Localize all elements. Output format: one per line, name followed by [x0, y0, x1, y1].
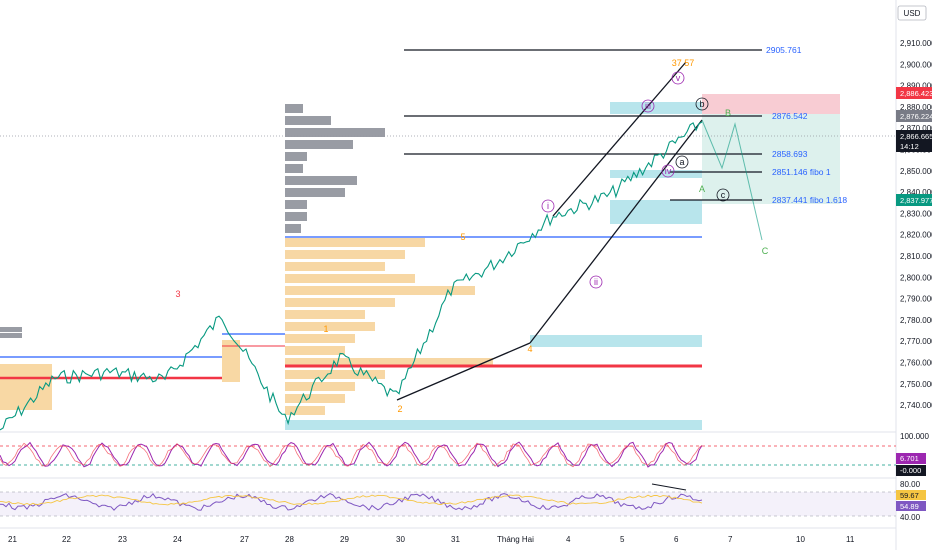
svg-text:2837.441 fibo 1.618: 2837.441 fibo 1.618: [772, 195, 847, 205]
svg-text:iv: iv: [665, 166, 672, 176]
price-axis[interactable]: 2,910.0002,900.0002,890.0002,880.0002,87…: [900, 39, 932, 410]
svg-text:6.701: 6.701: [900, 454, 919, 463]
svg-text:ii: ii: [594, 277, 598, 287]
price-tick-label: 2,750.000: [900, 380, 932, 389]
time-tick-label: 30: [396, 535, 405, 544]
price-tick-label: 2,790.000: [900, 295, 932, 304]
price-tick-label: 2,910.000: [900, 39, 932, 48]
time-tick-label: 7: [728, 535, 733, 544]
svg-text:2,886.423: 2,886.423: [900, 89, 932, 98]
svg-text:A: A: [699, 184, 705, 194]
time-tick-label: 4: [566, 535, 571, 544]
volume-profile-lower: [0, 238, 493, 415]
svg-text:-0.000: -0.000: [900, 466, 921, 475]
level-labels: 2905.761 2876.542 2858.693 2851.146 fibo…: [766, 45, 847, 205]
svg-text:2,876.224: 2,876.224: [900, 112, 932, 121]
projection-path: [701, 119, 763, 241]
time-tick-label: 6: [674, 535, 679, 544]
price-tick-label: 2,830.000: [900, 209, 932, 218]
price-tick-label: 2,740.000: [900, 401, 932, 410]
svg-text:100.000: 100.000: [900, 432, 929, 441]
oscillator1-pane[interactable]: 100.000 6.701 -0.000: [0, 431, 929, 476]
time-tick-label: 27: [240, 535, 249, 544]
svg-text:80.00: 80.00: [900, 480, 921, 489]
svg-text:iii: iii: [645, 101, 651, 111]
price-series-line: [0, 121, 703, 431]
time-axis[interactable]: 21 22 23 24 27 28 29 30 31 Tháng Hai 4 5 6 7 10 11: [8, 535, 855, 544]
price-tick-label: 2,890.000: [900, 82, 932, 91]
supply-zone: [702, 94, 840, 114]
svg-text:5: 5: [460, 232, 465, 242]
svg-text:a: a: [679, 157, 684, 167]
price-tick-label: 2,840.000: [900, 188, 932, 197]
time-tick-label: 31: [451, 535, 460, 544]
svg-text:2876.542: 2876.542: [772, 111, 808, 121]
price-tick-label: 2,880.000: [900, 103, 932, 112]
trend-lines: [396, 61, 703, 401]
svg-text:2851.146 fibo 1: 2851.146 fibo 1: [772, 167, 831, 177]
price-tick-label: 2,870.000: [900, 124, 932, 133]
svg-text:1: 1: [323, 324, 328, 334]
svg-text:59.67: 59.67: [900, 491, 919, 500]
svg-text:54.89: 54.89: [900, 502, 919, 511]
svg-text:2,866.665: 2,866.665: [900, 132, 932, 141]
price-tick-label: 2,810.000: [900, 252, 932, 261]
time-tick-label: 5: [620, 535, 625, 544]
svg-text:2858.693: 2858.693: [772, 149, 808, 159]
currency-label: USD: [904, 9, 921, 18]
svg-text:37 57: 37 57: [672, 58, 695, 68]
wave-annotations: i ii iii v a b c iv A B C 1 2 3 4 5 37 5…: [175, 58, 768, 414]
price-tick-label: 2,760.000: [900, 359, 932, 368]
price-tick-label: 2,900.000: [900, 60, 932, 69]
svg-text:2,837.977: 2,837.977: [900, 196, 932, 205]
svg-text:b: b: [699, 99, 704, 109]
time-tick-label: 21: [8, 535, 17, 544]
price-tick-label: 2,800.000: [900, 273, 932, 282]
svg-text:2: 2: [397, 404, 402, 414]
time-tick-label: 28: [285, 535, 294, 544]
price-tick-label: 2,770.000: [900, 337, 932, 346]
svg-text:v: v: [676, 73, 681, 83]
time-tick-label: 23: [118, 535, 127, 544]
wave-c-price-tag: [896, 194, 932, 206]
time-tick-label: 24: [173, 535, 182, 544]
svg-text:C: C: [762, 246, 769, 256]
svg-text:4: 4: [527, 344, 532, 354]
time-tick-label: 22: [62, 535, 71, 544]
svg-text:14:12: 14:12: [900, 142, 919, 151]
wave-b-price-tag: [896, 110, 932, 122]
current-price-tag: [896, 130, 932, 152]
currency-box[interactable]: [897, 5, 927, 21]
price-tick-label: 2,850.000: [900, 167, 932, 176]
plot-background: [0, 0, 896, 550]
svg-text:i: i: [547, 201, 549, 211]
high-price-tag: [896, 87, 932, 99]
price-tick-label: 2,820.000: [900, 231, 932, 240]
time-tick-label: Tháng Hai: [497, 535, 534, 544]
price-tick-label: 2,780.000: [900, 316, 932, 325]
time-tick-label: 29: [340, 535, 349, 544]
time-tick-label: 11: [846, 535, 855, 544]
volume-profile-upper: [0, 104, 385, 338]
svg-text:40.00: 40.00: [900, 513, 921, 522]
svg-text:c: c: [721, 190, 726, 200]
svg-text:B: B: [725, 108, 731, 118]
time-tick-label: 10: [796, 535, 805, 544]
oscillator2-pane[interactable]: 80.00 59.67 54.89 40.00: [0, 477, 926, 522]
svg-text:2905.761: 2905.761: [766, 45, 802, 55]
svg-text:3: 3: [175, 289, 180, 299]
price-tags: 2,886.423 2,876.224 2,866.665 14:12 2,83…: [896, 87, 932, 206]
